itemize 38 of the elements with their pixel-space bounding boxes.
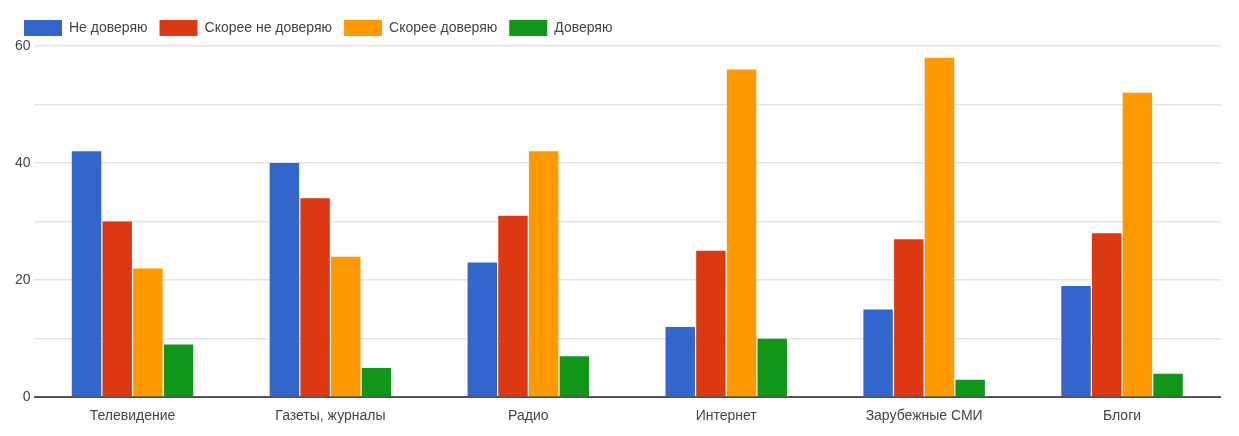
bar	[955, 379, 985, 397]
y-tick-label: 20	[14, 270, 31, 287]
bar	[665, 326, 695, 397]
bar	[331, 256, 361, 397]
legend-label: Доверяю	[554, 18, 613, 35]
bar	[1061, 285, 1091, 397]
bar	[559, 356, 590, 397]
x-tick-label: Зарубежные СМИ	[865, 407, 983, 424]
bar	[71, 151, 102, 397]
bar	[894, 239, 924, 397]
bar	[163, 344, 194, 397]
bar	[269, 163, 300, 397]
bar	[467, 262, 498, 397]
bar	[1122, 92, 1153, 397]
x-tick-label: Телевидение	[89, 407, 176, 424]
legend-label: Не доверяю	[69, 18, 148, 35]
bar	[102, 221, 132, 397]
bar	[924, 57, 955, 397]
bar	[361, 367, 392, 397]
legend-label: Скорее не доверяю	[204, 18, 333, 35]
bar	[133, 268, 163, 397]
bar	[863, 309, 893, 397]
x-tick-label: Газеты, журналы	[275, 407, 386, 424]
y-tick-label: 0	[22, 388, 31, 405]
x-tick-label: Блоги	[1103, 407, 1142, 424]
x-tick-label: Интернет	[695, 407, 758, 424]
bar	[528, 151, 559, 397]
bar	[726, 69, 757, 397]
bar	[696, 250, 726, 397]
bar	[300, 198, 330, 397]
bar	[757, 338, 787, 397]
bar	[1153, 373, 1183, 397]
bar	[498, 215, 528, 397]
bar	[1091, 233, 1122, 397]
y-tick-label: 60	[14, 36, 31, 53]
x-tick-label: Радио	[508, 407, 549, 424]
legend-label: Скорее доверяю	[389, 18, 498, 35]
y-tick-label: 40	[14, 153, 31, 170]
